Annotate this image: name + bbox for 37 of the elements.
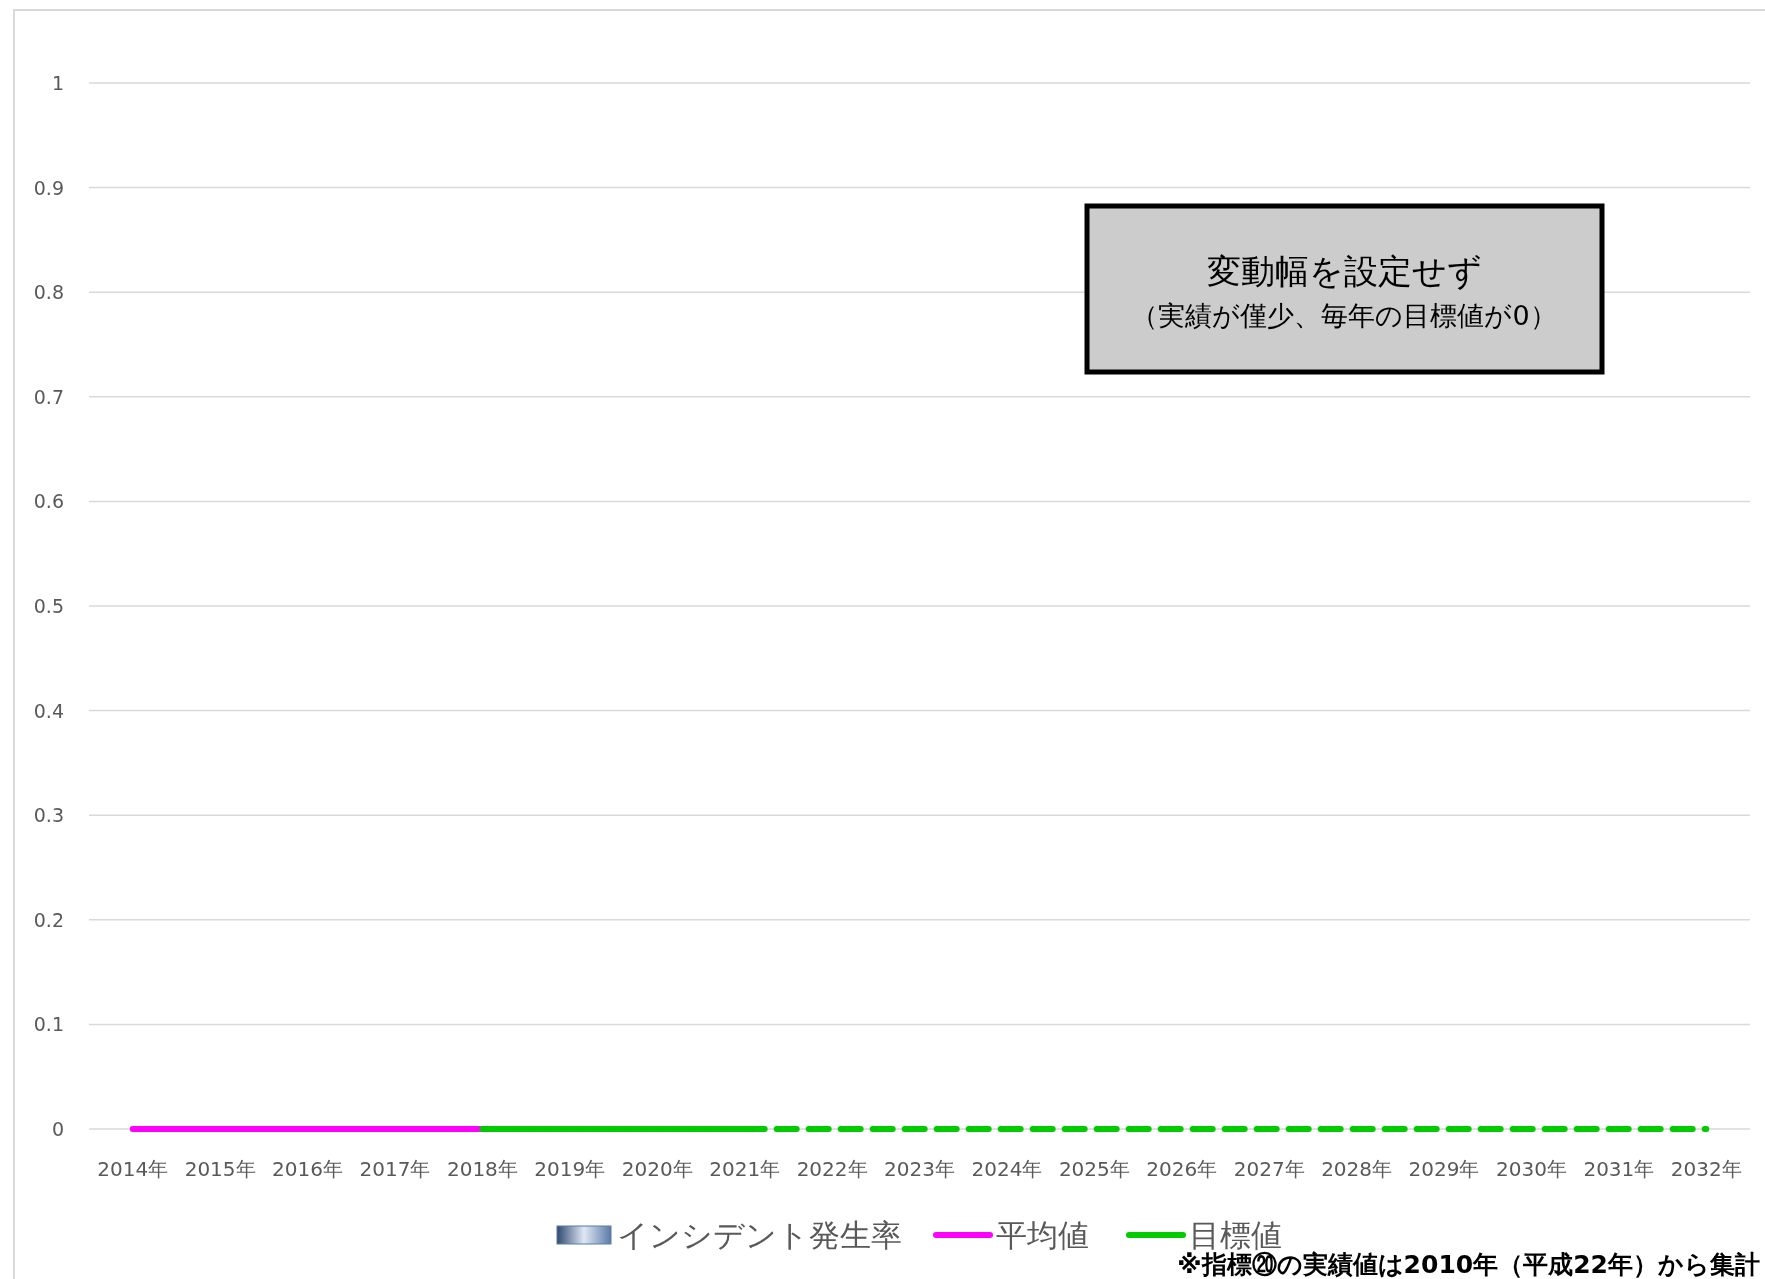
legend-label: 平均値 [996, 1217, 1089, 1253]
x-tick-label: 2021年 [709, 1157, 781, 1181]
x-tick-label: 2029年 [1408, 1157, 1480, 1181]
y-tick-label: 0.2 [33, 908, 64, 931]
y-tick-label: 1 [51, 72, 64, 94]
y-tick-label: 0.7 [33, 385, 64, 408]
x-tick-label: 2015年 [184, 1157, 256, 1181]
x-tick-label: 2019年 [534, 1157, 606, 1181]
annotation: （実績が僅少、毎年の目標値が0） [1131, 300, 1557, 331]
x-tick-label: 2026年 [1146, 1157, 1218, 1181]
x-tick-label: 2017年 [359, 1157, 431, 1181]
y-tick-label: 0.6 [33, 490, 64, 513]
y-tick-label: 0.4 [33, 699, 64, 722]
y-tick-label: 0 [51, 1118, 64, 1140]
x-tick-label: 2016年 [272, 1157, 344, 1181]
picture-note-box: 変動幅を設定せず （実績が僅少、毎年の目標値が0） [1084, 203, 1605, 375]
x-tick-label: 2025年 [1058, 1157, 1130, 1181]
x-tick-label: 2014年 [97, 1157, 169, 1181]
legend-label: インシデント発生率 [617, 1217, 902, 1253]
x-tick-label: 2032年 [1670, 1157, 1742, 1181]
x-tick-label: 2028年 [1321, 1157, 1393, 1181]
x-tick-label: 2023年 [884, 1157, 955, 1181]
x-tick-label: 2024年 [971, 1157, 1043, 1181]
annotation: 変動幅を設定せず [1206, 251, 1482, 291]
x-tick-label: 2022年 [796, 1157, 868, 1181]
x-tick-label: 2027年 [1233, 1157, 1305, 1181]
y-tick-label: 0.9 [33, 176, 64, 199]
x-tick-label: 2030年 [1495, 1157, 1567, 1181]
legend-label: 目標値 [1189, 1217, 1282, 1253]
text: ※指標⑳の実績値は2010年（平成22年）から集計 [1177, 1250, 1760, 1279]
x-tick-label: 2031年 [1583, 1157, 1655, 1181]
y-tick-label: 0.3 [33, 804, 64, 827]
y-tick-label: 0.5 [33, 595, 64, 617]
y-tick-label: 0.8 [33, 281, 64, 304]
y-tick-label: 0.1 [33, 1013, 64, 1036]
x-tick-label: 2020年 [621, 1157, 693, 1181]
x-tick-label: 2018年 [446, 1157, 518, 1181]
